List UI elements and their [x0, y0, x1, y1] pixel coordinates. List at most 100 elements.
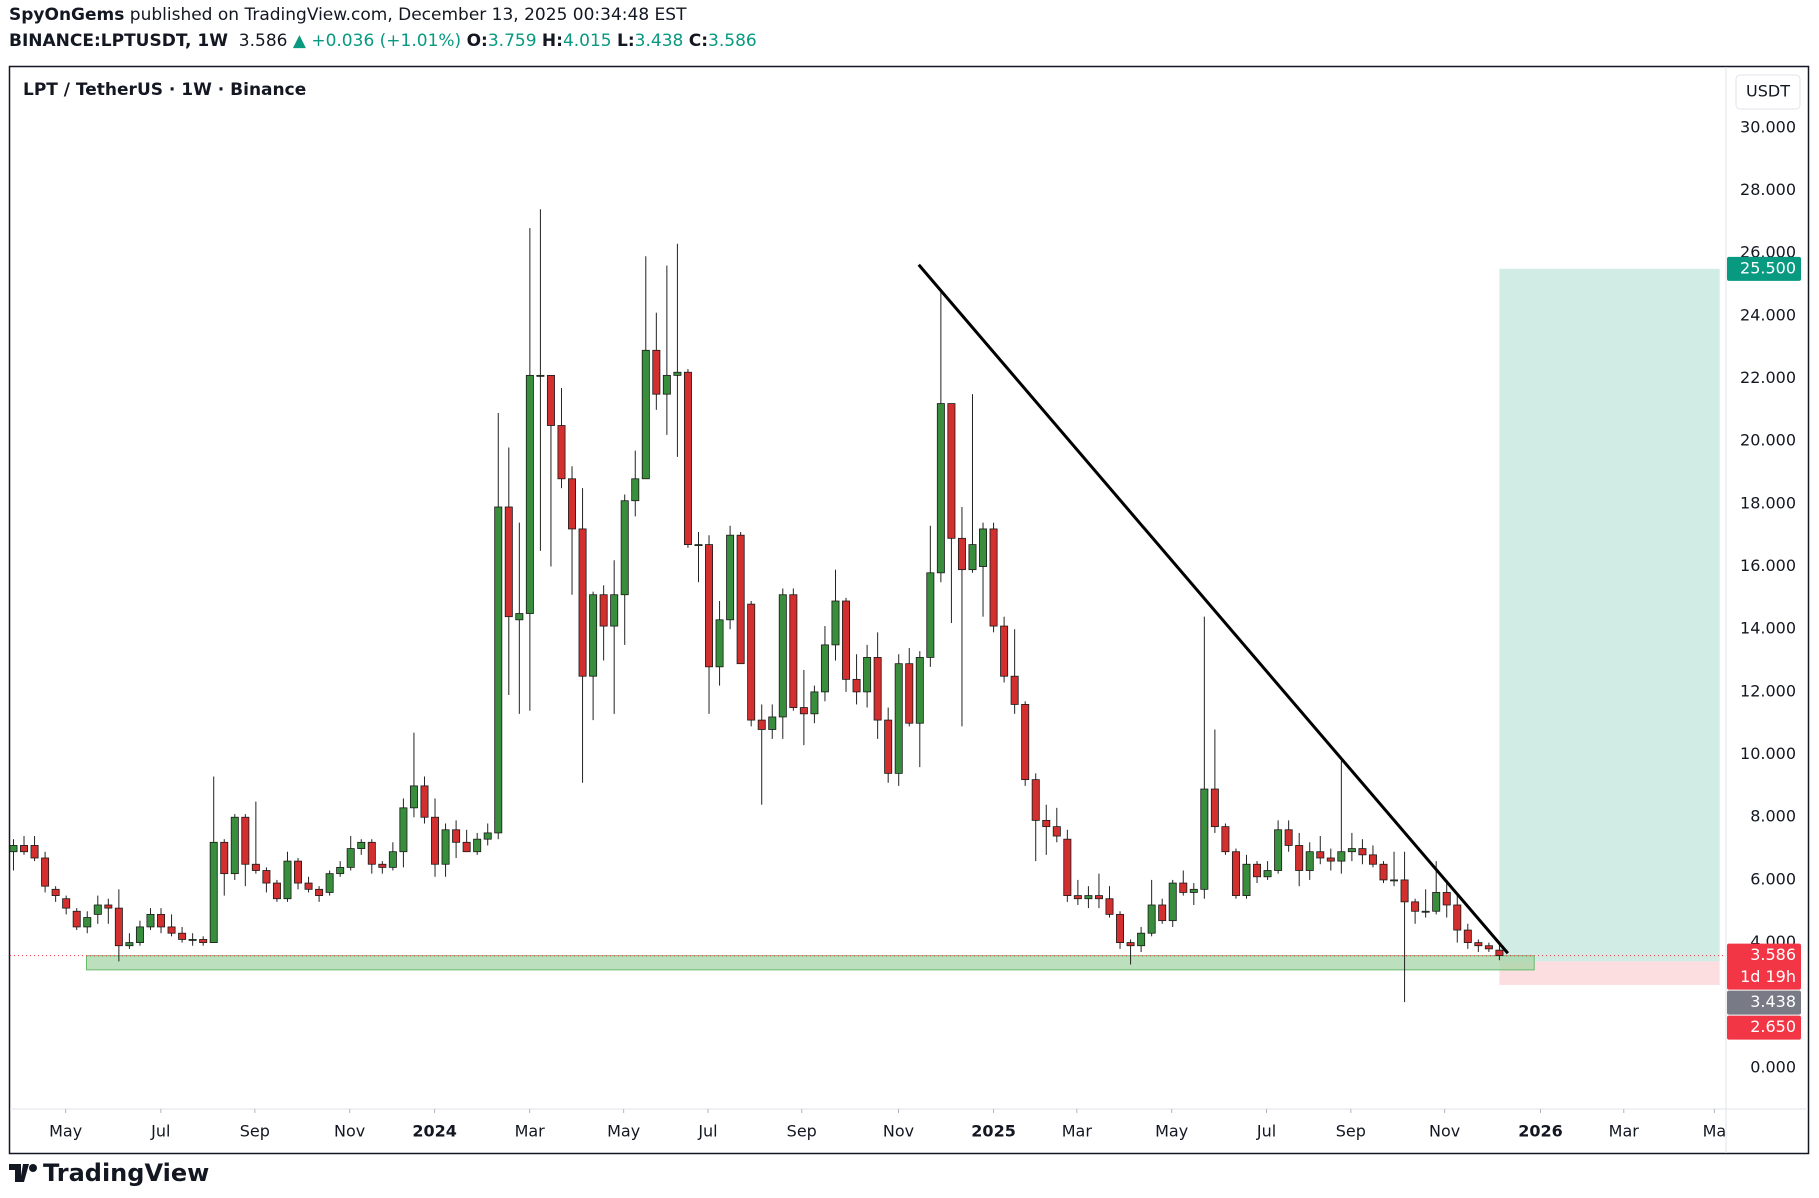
- candle-body: [135, 926, 144, 943]
- candle-body: [452, 829, 461, 843]
- candle-body: [1474, 942, 1483, 947]
- candle-body: [209, 841, 218, 943]
- candle-body: [968, 544, 977, 571]
- candle-body: [51, 888, 60, 896]
- candle-body: [694, 544, 703, 546]
- o-label: O:: [466, 31, 488, 51]
- candle-body: [1179, 882, 1188, 893]
- candle-body: [1168, 882, 1177, 922]
- candle-body: [820, 644, 829, 693]
- candle-body: [1210, 788, 1219, 828]
- candle-body: [1147, 904, 1156, 934]
- y-tick-label: 10.000: [1740, 744, 1796, 763]
- candle-body: [683, 371, 692, 545]
- profit-zone: [1499, 268, 1720, 962]
- candle-body: [178, 932, 187, 940]
- candle-body: [1316, 851, 1325, 859]
- x-tick-label: Nov: [883, 1122, 914, 1141]
- candle-body: [936, 403, 945, 574]
- candle-body: [726, 534, 735, 621]
- y-tick-label: 20.000: [1740, 431, 1796, 450]
- candle-body: [1158, 904, 1167, 922]
- candle-body: [1126, 942, 1135, 947]
- candle-body: [515, 613, 524, 621]
- candle-body: [1000, 625, 1009, 677]
- candle-body: [1358, 848, 1367, 856]
- candle-body: [1052, 826, 1061, 837]
- candle-body: [1063, 838, 1072, 896]
- candle-body: [852, 678, 861, 693]
- change: +0.036 (+1.01%): [311, 31, 462, 51]
- candle-body: [1442, 892, 1451, 906]
- candle-body: [884, 719, 893, 774]
- logo-mark: [9, 1164, 29, 1182]
- candle-body: [1305, 851, 1314, 871]
- y-tick-label: 18.000: [1740, 493, 1796, 512]
- candle-body: [1021, 704, 1030, 781]
- candle-body: [251, 863, 260, 871]
- candle-body: [294, 860, 303, 884]
- candle-body: [789, 594, 798, 708]
- y-tick-label: 24.000: [1740, 305, 1796, 324]
- frame: [8, 65, 1810, 1155]
- x-tick-label: May: [607, 1122, 640, 1141]
- candle-body: [272, 882, 281, 900]
- y-tick-label: 6.000: [1750, 869, 1796, 888]
- x-tick-label: Jul: [1256, 1122, 1276, 1141]
- candle-body: [483, 832, 492, 840]
- candle-body: [1337, 851, 1346, 862]
- ticker: BINANCE:LPTUSDT, 1W: [9, 31, 228, 51]
- publisher: SpyOnGems: [9, 5, 125, 25]
- candle-body: [1463, 929, 1472, 943]
- candle-body: [315, 888, 324, 896]
- candle-body: [610, 594, 619, 627]
- candle-body: [1274, 829, 1283, 871]
- candle-body: [1326, 857, 1335, 862]
- candle-body: [757, 719, 766, 730]
- candle-body: [220, 841, 229, 875]
- o: 3.759: [487, 31, 537, 51]
- candle-body: [1263, 870, 1272, 878]
- price-label: 25.500: [1740, 258, 1796, 277]
- publish-line: SpyOnGems published on TradingView.com, …: [9, 5, 686, 25]
- currency: USDT: [1746, 82, 1790, 101]
- candle-body: [926, 572, 935, 658]
- candle-body: [188, 939, 197, 941]
- candle-body: [1242, 863, 1251, 896]
- x-tick-label: Mar: [515, 1122, 546, 1141]
- candle-body: [736, 534, 745, 665]
- candle-body: [325, 873, 334, 893]
- candle-body: [157, 913, 166, 928]
- candle-body: [1379, 863, 1388, 881]
- x-tick-label: 2025: [971, 1122, 1016, 1141]
- candle-body: [473, 838, 482, 853]
- candle-body: [41, 857, 50, 887]
- candle-body: [72, 910, 81, 928]
- price-label: 2.650: [1750, 1017, 1796, 1036]
- candle-body: [1484, 945, 1493, 950]
- candle-body: [409, 785, 418, 809]
- candle-body: [662, 374, 671, 395]
- y-tick-label: 12.000: [1740, 681, 1796, 700]
- candle-body: [1368, 854, 1377, 865]
- price-label-box: [1727, 1015, 1801, 1040]
- candle-body: [146, 913, 155, 928]
- plot: [9, 209, 1726, 1003]
- candle-body: [947, 403, 956, 539]
- candle-body: [1253, 863, 1262, 878]
- logo: TradingView: [9, 1159, 209, 1187]
- candle-body: [799, 707, 808, 715]
- candle-body: [905, 663, 914, 724]
- candle-body: [620, 500, 629, 596]
- h-label: H:: [541, 31, 563, 51]
- y-tick-label: 8.000: [1750, 807, 1796, 826]
- candle-body: [715, 619, 724, 668]
- x-tick-label: Sep: [240, 1122, 270, 1141]
- loss-zone: [1499, 961, 1720, 985]
- candle-body: [1390, 879, 1399, 882]
- x-tick-label: Mar: [1062, 1122, 1093, 1141]
- candle-body: [747, 603, 756, 721]
- candle-body: [378, 863, 387, 868]
- candle-body: [842, 600, 851, 680]
- candle-body: [894, 663, 903, 774]
